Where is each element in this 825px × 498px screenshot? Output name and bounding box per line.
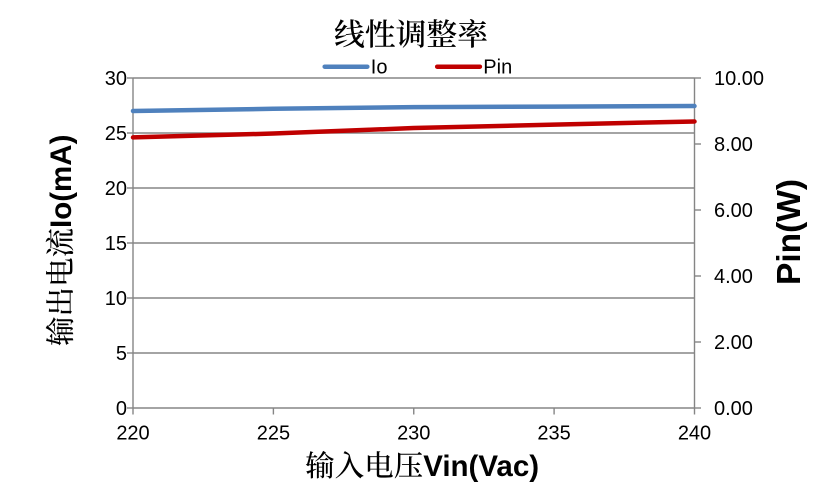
svg-text:225: 225 bbox=[257, 423, 290, 445]
svg-text:10.00: 10.00 bbox=[714, 68, 764, 90]
svg-text:30: 30 bbox=[105, 68, 127, 90]
svg-text:Pin(W): Pin(W) bbox=[771, 179, 808, 285]
svg-text:Vin(Vac): Vin(Vac) bbox=[423, 450, 539, 483]
svg-text:0: 0 bbox=[116, 398, 127, 420]
svg-text:15: 15 bbox=[105, 233, 127, 255]
svg-text:20: 20 bbox=[105, 178, 127, 200]
svg-text:Io(mA): Io(mA) bbox=[45, 135, 78, 228]
svg-text:6.00: 6.00 bbox=[714, 200, 753, 222]
svg-text:240: 240 bbox=[678, 423, 711, 445]
svg-text:5: 5 bbox=[116, 343, 127, 365]
svg-text:220: 220 bbox=[116, 423, 149, 445]
svg-text:4.00: 4.00 bbox=[714, 266, 753, 288]
svg-text:25: 25 bbox=[105, 123, 127, 145]
svg-text:0.00: 0.00 bbox=[714, 398, 753, 420]
svg-text:230: 230 bbox=[397, 423, 430, 445]
svg-text:2.00: 2.00 bbox=[714, 332, 753, 354]
svg-text:Io: Io bbox=[371, 57, 388, 79]
svg-text:10: 10 bbox=[105, 288, 127, 310]
svg-text:8.00: 8.00 bbox=[714, 134, 753, 156]
svg-text:235: 235 bbox=[537, 423, 570, 445]
svg-text:Pin: Pin bbox=[483, 57, 512, 79]
